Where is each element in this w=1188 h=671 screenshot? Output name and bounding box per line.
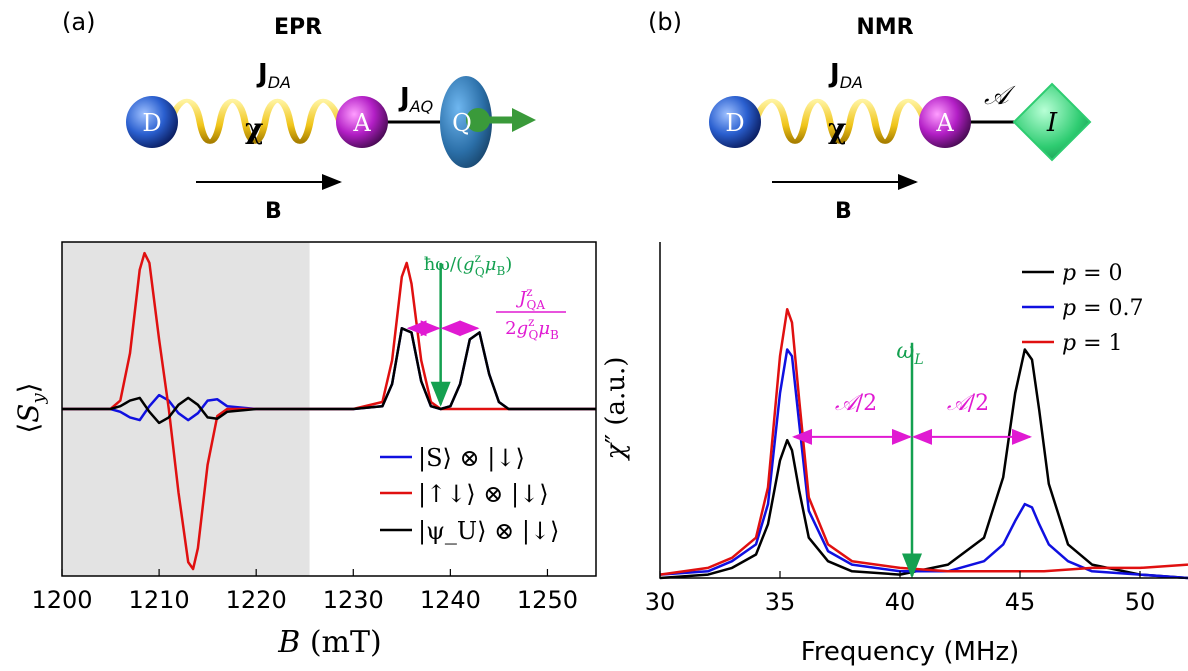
coupling-jaq-label: JAQ	[398, 83, 433, 116]
svg-text:I: I	[1046, 108, 1058, 138]
node-i: I	[1012, 82, 1092, 162]
plot-a-legend: |S⟩ ⊗ |↓⟩ |↑↓⟩ ⊗ |↓⟩ |ψ_U⟩ ⊗ |↓⟩	[380, 444, 559, 546]
annotation-jqa-denominator: 2gz QμB	[505, 315, 559, 342]
plot-b-legend: p = 0 p = 0.7 p = 1	[1022, 261, 1144, 356]
xtick-label-1: 35	[765, 588, 796, 616]
xtick-label-2: 1220	[226, 586, 287, 614]
xtick-label-5: 1250	[517, 586, 578, 614]
spring-da-a	[166, 98, 344, 144]
xtick-label-0: 1200	[31, 586, 92, 614]
field-label-a: B	[265, 199, 282, 224]
xtick-label-4: 1240	[420, 586, 481, 614]
legend-entry-updown: |↑↓⟩ ⊗ |↓⟩	[418, 480, 549, 509]
svg-text:A: A	[352, 109, 371, 137]
series-line-0	[659, 348, 1188, 580]
svg-text:A: A	[935, 109, 954, 137]
xtick-label-1: 1210	[129, 586, 190, 614]
plot-a-frame	[61, 241, 597, 577]
svg-text:D: D	[142, 109, 161, 137]
panel-b-label: (b)	[648, 8, 682, 36]
plot-b-xticks: 30 35 40 45 50	[645, 571, 1156, 616]
plot-b-axes	[659, 242, 1188, 579]
chi-symbol-b: χ	[828, 112, 846, 145]
node-a: A	[336, 96, 388, 148]
node-d-b: D	[709, 96, 761, 148]
xtick-label-4: 50	[1125, 588, 1156, 616]
panel-a-schematic: (a) EPR D A Q JDA JAQ χ B	[62, 8, 536, 224]
plot-b-annotations	[792, 342, 1032, 579]
plot-a-annotations	[406, 262, 480, 407]
series-line-2	[659, 307, 1188, 576]
chi-symbol-a: χ	[245, 112, 263, 145]
legend-entry-p07: p = 0.7	[1062, 296, 1144, 321]
xtick-label-3: 1230	[323, 586, 384, 614]
plot-a-ylabel: ⟨Sy⟩	[12, 382, 49, 433]
coupling-jda-label-b: JDA	[828, 59, 863, 92]
xtick-label-0: 30	[645, 588, 676, 616]
panel-a-label: (a)	[62, 8, 95, 36]
legend-entry-p0: p = 0	[1062, 261, 1123, 286]
q-spin-arrow-icon	[512, 108, 536, 132]
plot-b-ylabel: χ″ (a.u.)	[601, 357, 631, 462]
node-q: Q	[440, 76, 536, 168]
node-d: D	[126, 96, 178, 148]
field-label-b: B	[835, 199, 852, 224]
xtick-label-2: 40	[885, 588, 916, 616]
panel-b-title: NMR	[856, 15, 913, 40]
plot-a-xticks: 1200 1210 1220 1230 1240 1250	[31, 569, 578, 614]
svg-text:D: D	[725, 109, 744, 137]
annotation-jqa-numerator: Jz QA	[515, 285, 545, 312]
annotation-a-half-right: 𝒜/2	[947, 391, 989, 416]
plot-b-xlabel: Frequency (MHz)	[801, 637, 1020, 666]
series-line-1	[62, 251, 596, 571]
coupling-a-label: 𝒜	[984, 81, 1016, 111]
annotation-a-half-left: 𝒜/2	[835, 391, 877, 416]
legend-entry-p1: p = 1	[1062, 331, 1123, 356]
annotation-hbar-omega: ħω/(gz QμB)	[424, 251, 513, 279]
legend-entry-psiu: |ψ_U⟩ ⊗ |↓⟩	[418, 517, 559, 546]
series-line-1	[659, 348, 1188, 580]
spring-da-b	[751, 98, 929, 144]
plot-a-xlabel: B (mT)	[277, 625, 381, 660]
node-a-b: A	[919, 96, 971, 148]
legend-entry-s: |S⟩ ⊗ |↓⟩	[418, 444, 525, 473]
coupling-jda-label: JDA	[256, 59, 291, 92]
annotation-omega-l: ωL	[896, 339, 923, 368]
panel-a-title: EPR	[274, 15, 322, 40]
panel-b-schematic: (b) NMR D A I JDA 𝒜 χ B	[648, 8, 1092, 224]
svg-text:Q: Q	[452, 109, 472, 137]
xtick-label-3: 45	[1005, 588, 1036, 616]
plot-a: 1200 1210 1220 1230 1240 1250 B (mT) ⟨Sy⟩ |S⟩…	[12, 241, 597, 660]
plot-b: 30 35 40 45 50 Frequency (MHz) χ″ (a.u.) p =…	[601, 242, 1188, 667]
